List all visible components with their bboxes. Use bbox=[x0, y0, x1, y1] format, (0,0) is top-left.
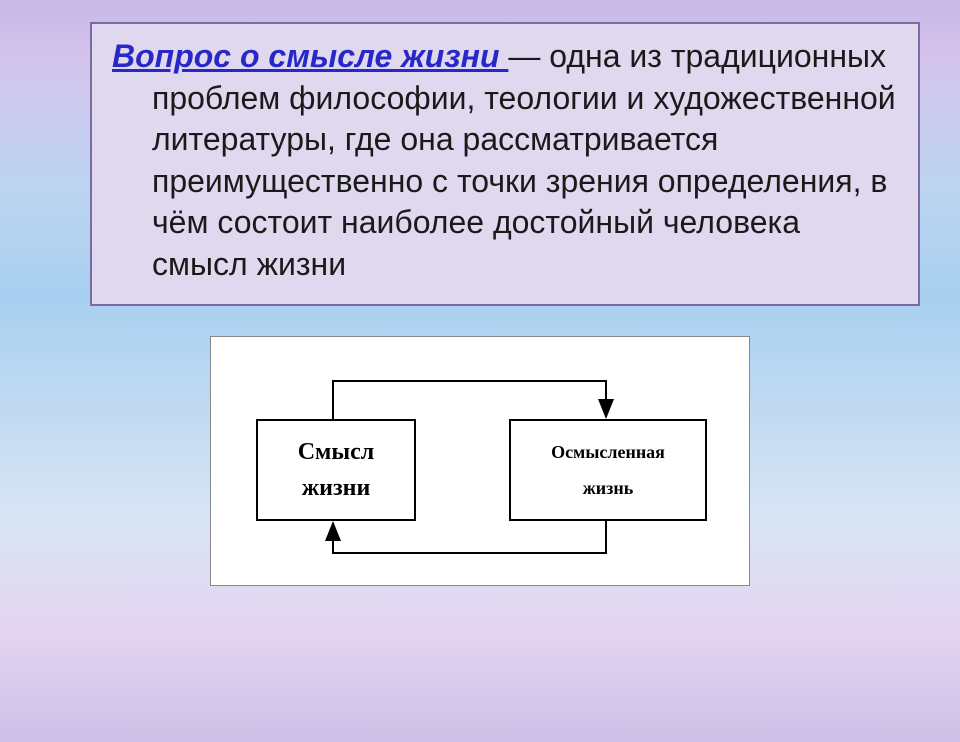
cycle-diagram: Смысл жизни Осмысленная жизнь bbox=[210, 336, 750, 586]
node-right-line2: жизнь bbox=[583, 470, 634, 506]
node-meaning-of-life: Смысл жизни bbox=[256, 419, 416, 521]
node-left-line1: Смысл bbox=[298, 434, 375, 470]
node-right-line1: Осмысленная bbox=[551, 434, 665, 470]
edge-bottom bbox=[333, 521, 606, 553]
definition-heading: Вопрос о смысле жизни bbox=[112, 38, 508, 74]
node-meaningful-life: Осмысленная жизнь bbox=[509, 419, 707, 521]
definition-body: — одна из традиционных проблем философии… bbox=[152, 38, 896, 282]
definition-paragraph: Вопрос о смысле жизни — одна из традицио… bbox=[152, 36, 898, 286]
definition-text-box: Вопрос о смысле жизни — одна из традицио… bbox=[90, 22, 920, 306]
node-left-line2: жизни bbox=[302, 470, 371, 506]
edge-top bbox=[333, 381, 606, 419]
